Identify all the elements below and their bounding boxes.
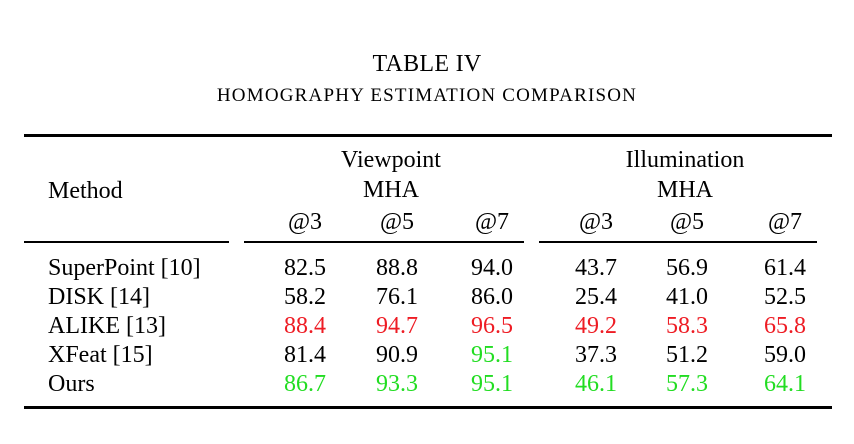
table-cell: 46.1 (575, 371, 617, 397)
table-cell: 52.5 (764, 284, 806, 310)
table-cell: 25.4 (575, 284, 617, 310)
table-cell: 58.3 (666, 313, 708, 339)
row-method: XFeat [15] (48, 342, 153, 368)
group-metric-viewpoint: MHA (362, 177, 419, 203)
viewpoint-underline (244, 241, 524, 243)
table-cell: 81.4 (284, 342, 326, 368)
table-cell: 64.1 (764, 371, 806, 397)
row-method: ALIKE [13] (48, 313, 166, 339)
table-cell: 95.1 (471, 371, 513, 397)
method-underline (24, 241, 229, 243)
threshold-header: @7 (767, 209, 803, 235)
threshold-header: @5 (379, 209, 415, 235)
table-cell: 94.0 (471, 255, 513, 281)
table-cell: 58.2 (284, 284, 326, 310)
table-cell: 93.3 (376, 371, 418, 397)
table-cell: 57.3 (666, 371, 708, 397)
table-cell: 94.7 (376, 313, 418, 339)
group-header-illumination: Illumination (625, 147, 745, 173)
threshold-header: @5 (669, 209, 705, 235)
threshold-header: @3 (578, 209, 614, 235)
table-cell: 56.9 (666, 255, 708, 281)
table-label: TABLE IV (372, 51, 482, 77)
row-method: DISK [14] (48, 284, 150, 310)
table-cell: 59.0 (764, 342, 806, 368)
top-rule (24, 134, 832, 137)
illumination-underline (539, 241, 817, 243)
table-cell: 96.5 (471, 313, 513, 339)
table-cell: 43.7 (575, 255, 617, 281)
table-cell: 76.1 (376, 284, 418, 310)
group-metric-illumination: MHA (656, 177, 713, 203)
method-header: Method (48, 178, 123, 204)
table-cell: 65.8 (764, 313, 806, 339)
table-cell: 61.4 (764, 255, 806, 281)
table-cell: 51.2 (666, 342, 708, 368)
table-cell: 37.3 (575, 342, 617, 368)
table-cell: 49.2 (575, 313, 617, 339)
table-cell: 95.1 (471, 342, 513, 368)
table-cell: 41.0 (666, 284, 708, 310)
table-cell: 82.5 (284, 255, 326, 281)
table-caption: HOMOGRAPHY ESTIMATION COMPARISON (216, 85, 638, 106)
threshold-header: @3 (287, 209, 323, 235)
table-cell: 90.9 (376, 342, 418, 368)
threshold-header: @7 (474, 209, 510, 235)
table-cell: 88.8 (376, 255, 418, 281)
table-cell: 88.4 (284, 313, 326, 339)
table-cell: 86.0 (471, 284, 513, 310)
row-method: Ours (48, 371, 95, 397)
group-header-viewpoint: Viewpoint (341, 147, 441, 173)
bottom-rule (24, 406, 832, 409)
table-cell: 86.7 (284, 371, 326, 397)
row-method: SuperPoint [10] (48, 255, 201, 281)
